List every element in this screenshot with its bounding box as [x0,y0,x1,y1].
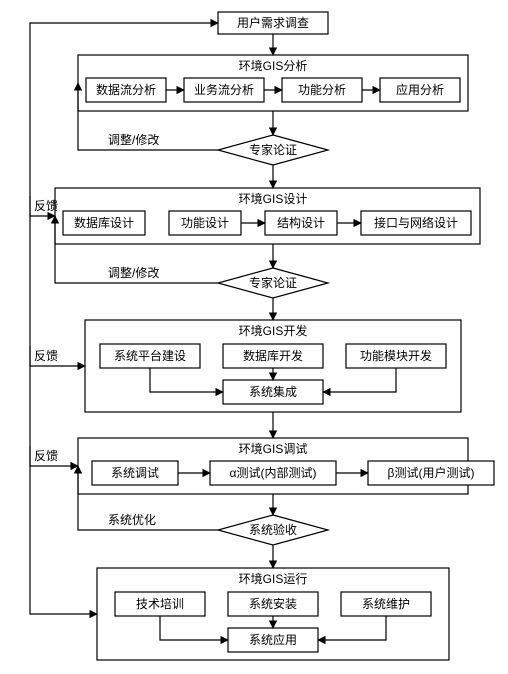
s2-item4-label: 接口与网络设计 [374,215,458,230]
s2-item2-label: 功能设计 [181,216,229,230]
decision3-label: 系统验收 [249,522,297,537]
fb-d3-s4-label: 系统优化 [108,513,156,527]
fb-s2-label: 反馈 [34,199,58,213]
stage1-title: 环境GIS分析 [239,58,308,73]
s3-item2-label: 数据库开发 [243,348,303,363]
fb-s4-label: 反馈 [34,449,58,463]
s3-bottom-label: 系统集成 [249,384,297,399]
s5-item1-label: 技术培训 [136,596,184,611]
decision2-label: 专家论证 [249,275,297,290]
s4-item3-label: β测试(用户测试) [388,465,475,480]
stage3-title: 环境GIS开发 [239,323,308,338]
s5-item2-label: 系统安装 [249,596,297,611]
s3-item1-label: 系统平台建设 [114,348,186,363]
s4-item1-label: 系统调试 [111,465,159,480]
fb-d2-s2-label: 调整/修改 [108,265,159,280]
s1-item3-label: 功能分析 [298,83,346,97]
start-label: 用户需求调查 [237,15,309,30]
fb-s3-label: 反馈 [34,349,58,363]
s3-right-down [323,368,396,392]
s5-left-down [160,616,228,640]
s1-item2-label: 业务流分析 [194,82,254,97]
decision1-label: 专家论证 [249,142,297,157]
fb-d1-s1-label: 调整/修改 [108,132,159,147]
s3-item3-label: 功能模块开发 [360,348,432,363]
s2-item3-label: 结构设计 [277,215,325,230]
s1-item1-label: 数据流分析 [96,82,156,97]
stage2-title: 环境GIS设计 [239,191,308,206]
s5-right-down [318,616,386,640]
s5-bottom-label: 系统应用 [249,632,297,647]
stage5-title: 环境GIS运行 [239,571,308,586]
s2-item1-label: 数据库设计 [74,215,134,230]
s1-item4-label: 应用分析 [396,82,444,97]
s4-item2-label: α测试(内部测试) [230,465,317,480]
s5-item3-label: 系统维护 [362,597,410,611]
stage4-title: 环境GIS调试 [239,441,308,456]
s3-left-down [150,368,223,392]
